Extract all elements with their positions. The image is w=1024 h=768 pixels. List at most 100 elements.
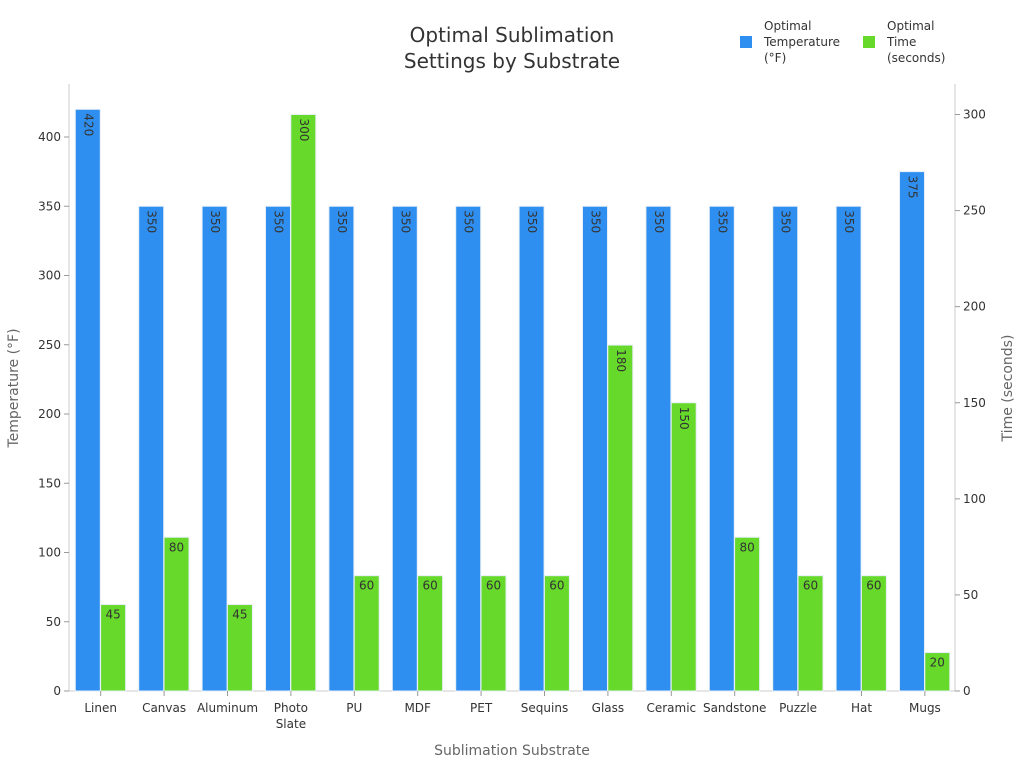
bar-time-ceramic bbox=[670, 402, 697, 692]
bar-time-pu bbox=[353, 575, 380, 692]
right-tick-label: 300 bbox=[963, 108, 986, 122]
x-tick-label-ceramic: Ceramic bbox=[646, 701, 696, 715]
bar-time-aluminum bbox=[226, 604, 253, 692]
x-tick-label-glass: Glass bbox=[592, 701, 625, 715]
right-tick-label: 200 bbox=[963, 300, 986, 314]
bar-time-sandstone bbox=[734, 536, 761, 692]
bar-temperature-photo-slate bbox=[265, 205, 291, 692]
x-tick-label-photo-slate-part: Photo bbox=[274, 701, 308, 715]
data-label-time-aluminum: 45 bbox=[232, 608, 247, 622]
data-label-time-mugs: 20 bbox=[930, 656, 945, 670]
data-label-time-photo-slate: 300 bbox=[297, 119, 311, 142]
data-label-temperature-mugs: 375 bbox=[906, 176, 920, 199]
x-tick-label-sequins: Sequins bbox=[521, 701, 568, 715]
bar-temperature-ceramic bbox=[645, 205, 672, 692]
data-label-temperature-sequins: 350 bbox=[525, 210, 539, 233]
legend-swatch-temperature bbox=[740, 36, 752, 48]
data-label-temperature-pu: 350 bbox=[335, 210, 349, 233]
x-tick-label-pu: PU bbox=[346, 701, 362, 715]
data-label-temperature-puzzle: 350 bbox=[779, 210, 793, 233]
data-label-temperature-photo-slate: 350 bbox=[272, 210, 286, 233]
y-axis-title-left: Temperature (°F) bbox=[6, 328, 22, 448]
right-tick-label: 250 bbox=[963, 204, 986, 218]
left-tick-label: 0 bbox=[53, 684, 61, 698]
x-tick-label-pet: PET bbox=[470, 701, 493, 715]
bar-temperature-sequins bbox=[518, 205, 545, 692]
legend-swatch-time bbox=[863, 36, 875, 48]
legend-label-time-line-2: Time bbox=[887, 35, 917, 49]
left-tick-label: 350 bbox=[38, 199, 61, 213]
bar-temperature-hat bbox=[835, 205, 862, 692]
left-tick-label: 100 bbox=[38, 546, 61, 560]
right-tick-label: 50 bbox=[963, 588, 978, 602]
data-label-time-ceramic: 150 bbox=[677, 407, 691, 430]
bar-time-photo-slate bbox=[290, 114, 317, 692]
bar-temperature-sandstone bbox=[708, 205, 735, 692]
bar-temperature-aluminum bbox=[201, 205, 228, 692]
bar-time-sequins bbox=[543, 575, 570, 692]
legend-item-time: Optimal Time (seconds) bbox=[863, 18, 977, 66]
data-label-time-pu: 60 bbox=[359, 579, 374, 593]
bar-temperature-mdf bbox=[391, 205, 418, 692]
data-label-time-canvas: 80 bbox=[169, 540, 184, 554]
x-tick-label-hat: Hat bbox=[851, 701, 872, 715]
data-label-temperature-ceramic: 350 bbox=[652, 210, 666, 233]
legend-label-temperature-line-2: Temperature bbox=[764, 35, 841, 49]
x-tick-label-linen: Linen bbox=[84, 701, 117, 715]
bar-time-mdf bbox=[417, 575, 444, 692]
data-label-time-linen: 45 bbox=[105, 608, 120, 622]
data-label-temperature-canvas: 350 bbox=[145, 210, 159, 233]
left-tick-label: 150 bbox=[38, 476, 61, 490]
bar-temperature-glass bbox=[582, 205, 608, 692]
left-tick-label: 300 bbox=[38, 269, 61, 283]
chart-title-line-2: Settings by Substrate bbox=[403, 49, 621, 73]
right-tick-label: 150 bbox=[963, 396, 986, 410]
left-tick-label: 400 bbox=[38, 130, 61, 144]
data-label-time-glass: 180 bbox=[614, 349, 628, 372]
bar-temperature-pet bbox=[455, 205, 482, 692]
legend-label-time-line-1: Optimal bbox=[887, 19, 935, 33]
x-tick-label-canvas: Canvas bbox=[142, 701, 186, 715]
data-label-temperature-aluminum: 350 bbox=[208, 210, 222, 233]
data-label-temperature-glass: 350 bbox=[589, 210, 603, 233]
right-tick-label: 0 bbox=[963, 684, 971, 698]
data-label-temperature-hat: 350 bbox=[842, 210, 856, 233]
bar-time-linen bbox=[100, 604, 127, 692]
bar-time-hat bbox=[860, 575, 887, 692]
bar-temperature-linen bbox=[74, 108, 101, 692]
data-label-time-sequins: 60 bbox=[549, 579, 564, 593]
data-label-time-hat: 60 bbox=[866, 579, 881, 593]
data-label-time-sandstone: 80 bbox=[739, 540, 754, 554]
bar-time-puzzle bbox=[797, 575, 824, 692]
left-tick-label: 250 bbox=[38, 338, 61, 352]
bar-temperature-pu bbox=[328, 205, 355, 692]
data-label-temperature-linen: 420 bbox=[81, 113, 95, 136]
y-axis-title-right: Time (seconds) bbox=[1000, 335, 1016, 443]
data-label-time-pet: 60 bbox=[486, 579, 501, 593]
legend-label-time: Optimal Time (seconds) bbox=[887, 18, 977, 66]
legend-item-temperature: Optimal Temperature (°F) bbox=[740, 18, 854, 66]
legend-label-temperature-line-1: Optimal bbox=[764, 19, 812, 33]
x-tick-label-mdf: MDF bbox=[404, 701, 431, 715]
bar-time-mugs bbox=[924, 652, 951, 692]
bar-time-pet bbox=[480, 575, 507, 692]
data-label-time-mdf: 60 bbox=[422, 579, 437, 593]
x-tick-label-aluminum: Aluminum bbox=[197, 701, 258, 715]
legend-label-temperature-line-3: (°F) bbox=[764, 51, 787, 65]
left-tick-label: 200 bbox=[38, 407, 61, 421]
data-label-time-puzzle: 60 bbox=[803, 579, 818, 593]
x-axis-title: Sublimation Substrate bbox=[434, 743, 590, 759]
right-tick-label: 100 bbox=[963, 492, 986, 506]
legend-label-temperature: Optimal Temperature (°F) bbox=[764, 18, 854, 66]
legend-label-time-line-3: (seconds) bbox=[887, 51, 946, 65]
x-tick-label-mugs: Mugs bbox=[909, 701, 941, 715]
bar-temperature-puzzle bbox=[772, 205, 799, 692]
x-tick-label-photo-slate-part: Slate bbox=[276, 717, 306, 731]
bar-temperature-mugs bbox=[899, 171, 925, 692]
left-tick-label: 50 bbox=[46, 615, 61, 629]
x-tick-label-sandstone: Sandstone bbox=[703, 701, 766, 715]
bar-time-canvas bbox=[163, 536, 190, 692]
x-tick-label-puzzle: Puzzle bbox=[779, 701, 817, 715]
